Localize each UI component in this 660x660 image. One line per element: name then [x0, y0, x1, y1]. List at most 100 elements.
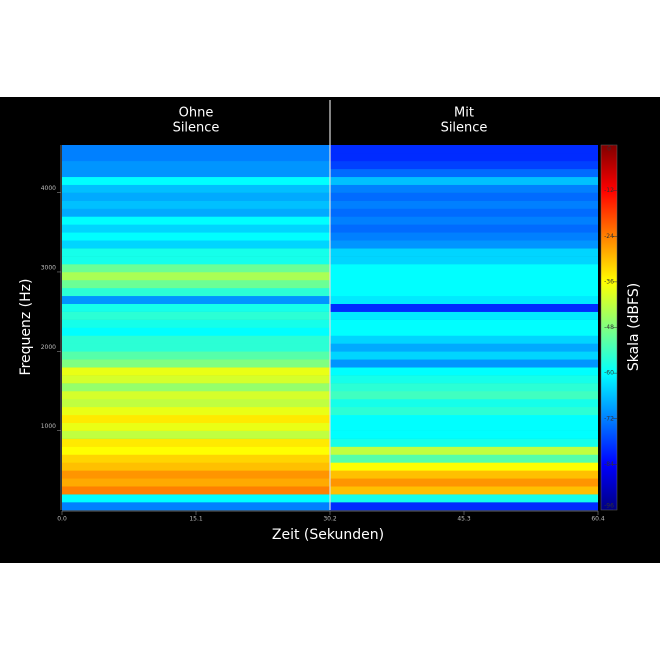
spectrogram-band: [62, 438, 330, 447]
spectrogram-band: [330, 240, 598, 249]
spectrogram-band: [62, 200, 330, 209]
spectrogram-band: [62, 295, 330, 304]
x-tick-label: 45.3: [457, 516, 471, 523]
spectrogram-band: [330, 390, 598, 400]
spectrogram-band: [330, 422, 598, 431]
segment-label: Silence: [441, 121, 488, 136]
spectrogram-band: [330, 414, 598, 424]
spectrogram-band: [330, 256, 598, 265]
spectrogram-band: [62, 240, 330, 249]
spectrogram-band: [62, 208, 330, 217]
spectrogram-band: [330, 208, 598, 217]
spectrogram-band: [330, 398, 598, 408]
spectrogram-band: [62, 224, 330, 233]
spectrogram-band: [330, 343, 598, 352]
y-axis-label: Frequenz (Hz): [18, 279, 34, 376]
spectrogram-band: [330, 454, 598, 463]
colorbar-tick-label: -60: [604, 370, 614, 377]
spectrogram-band: [62, 160, 330, 170]
spectrogram-band: [330, 319, 598, 328]
spectrogram-band: [330, 335, 598, 344]
colorbar-tick-label: -72: [604, 415, 614, 422]
spectrogram-band: [330, 486, 598, 495]
spectrogram-band: [330, 145, 598, 154]
spectrogram-band: [62, 454, 330, 463]
colorbar-tick-label: -24: [604, 233, 614, 240]
spectrogram-band: [330, 287, 598, 297]
y-tick-label: 3000: [41, 264, 56, 271]
spectrogram-band: [330, 160, 598, 170]
spectrogram-band: [330, 446, 598, 455]
spectrogram-band: [62, 351, 330, 360]
y-tick-label: 1000: [41, 423, 56, 430]
spectrogram-band: [62, 248, 330, 257]
spectrogram-band: [62, 216, 330, 225]
spectrogram-band: [62, 390, 330, 400]
spectrogram-band: [62, 152, 330, 162]
spectrogram-band: [62, 375, 330, 384]
spectrogram-band: [330, 406, 598, 416]
spectrogram-band: [62, 335, 330, 344]
spectrogram-band: [62, 311, 330, 320]
x-tick-label: 60.4: [591, 516, 605, 523]
spectrogram-band: [330, 224, 598, 233]
spectrogram-band: [62, 145, 330, 154]
x-tick-label: 15.1: [189, 516, 203, 523]
spectrogram-band: [62, 446, 330, 455]
spectrogram-band: [330, 232, 598, 241]
x-axis-label: Zeit (Sekunden): [272, 527, 384, 543]
spectrogram-band: [330, 375, 598, 384]
spectrogram-band: [330, 184, 598, 193]
spectrogram-band: [62, 176, 330, 185]
spectrogram-band: [330, 327, 598, 336]
spectrogram-band: [62, 303, 330, 312]
colorbar-tick-label: 0: [607, 146, 611, 153]
segment-label: Mit: [454, 106, 474, 121]
spectrogram-band: [62, 486, 330, 495]
spectrogram-band: [62, 271, 330, 281]
colorbar-tick-label: -12: [604, 187, 614, 194]
spectrogram-band: [62, 470, 330, 479]
spectrogram-band: [330, 152, 598, 162]
spectrogram-band: [62, 287, 330, 297]
colorbar-tick-label: -36: [604, 278, 614, 285]
spectrogram-band: [330, 168, 598, 178]
spectrogram-band: [62, 462, 330, 471]
spectrogram-band: [330, 478, 598, 487]
spectrogram-band: [62, 319, 330, 328]
spectrogram-band: [330, 311, 598, 320]
spectrogram-band: [330, 462, 598, 471]
spectrogram-band: [62, 406, 330, 416]
spectrogram-band: [62, 327, 330, 336]
spectrogram-band: [330, 430, 598, 439]
spectrogram-band: [62, 256, 330, 265]
spectrogram-band: [62, 232, 330, 241]
spectrogram-band: [62, 422, 330, 431]
spectrogram-band: [330, 216, 598, 225]
colorbar-tick-label: -48: [604, 324, 614, 331]
spectrogram-band: [62, 359, 330, 368]
spectrogram-band: [62, 367, 330, 376]
spectrogram-band: [62, 168, 330, 178]
spectrogram-band: [330, 502, 598, 511]
spectrogram-band: [62, 398, 330, 408]
spectrogram-band: [62, 414, 330, 424]
spectrogram-band: [330, 192, 598, 201]
spectrogram-band: [62, 383, 330, 392]
spectrogram-band: [330, 383, 598, 392]
spectrogram-band: [62, 184, 330, 193]
spectrogram-band: [330, 264, 598, 273]
spectrogram-band: [330, 367, 598, 376]
spectrogram-band: [330, 351, 598, 360]
spectrogram-band: [330, 438, 598, 447]
segment-label: Ohne: [179, 106, 214, 121]
colorbar-label: Skala (dBFS): [626, 283, 642, 371]
spectrogram-band: [62, 502, 330, 511]
x-tick-label: 30.2: [323, 516, 337, 523]
y-tick-label: 4000: [41, 185, 56, 192]
spectrogram-band: [330, 279, 598, 289]
spectrogram-band: [62, 264, 330, 273]
spectrogram-band: [330, 470, 598, 479]
